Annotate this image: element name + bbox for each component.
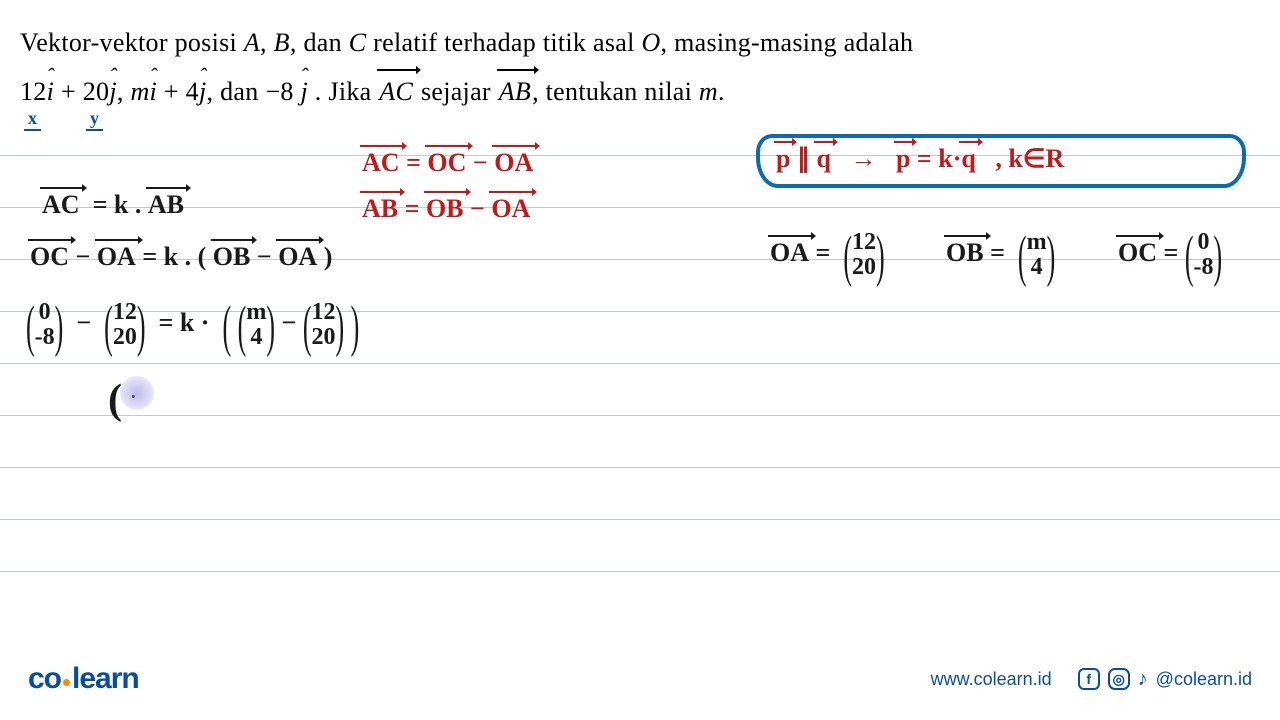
ruled-area (0, 132, 1280, 630)
eq-ac-kab: AC = k . AB (42, 190, 184, 220)
var-C: C (349, 28, 367, 57)
vec-AB: AB (498, 67, 532, 116)
facebook-icon: f (1078, 668, 1100, 690)
eq-oc-oa: OC − OA = k . ( OB − OA ) (30, 242, 332, 272)
text: Vektor-vektor posisi (20, 28, 244, 57)
red-ac-def: AC = OC − OA (362, 148, 533, 178)
eq-column-vectors: (0-8) − (1220) = k · ( (m4) − (1220) ) (26, 300, 359, 350)
var-A: A (244, 28, 260, 57)
def-OA: OA = (1220) (770, 230, 885, 280)
expr-mi: mi + 4j (130, 77, 206, 106)
instagram-icon: ◎ (1108, 668, 1130, 690)
footer: colearn www.colearn.id f ◎ ♪ @colearn.id (0, 650, 1280, 720)
cursor-highlight (120, 376, 154, 410)
red-ab-def: AB = OB − OA (362, 194, 530, 224)
tiktok-icon: ♪ (1138, 668, 1148, 691)
problem-statement: Vektor-vektor posisi A, B, dan C relatif… (20, 18, 1260, 117)
def-OB: OB = (m4) (946, 230, 1055, 280)
var-O: O (641, 28, 660, 57)
handle: @colearn.id (1156, 669, 1252, 690)
y-underline: y (86, 108, 103, 129)
drawing-paren: ( (108, 376, 122, 424)
var-B: B (274, 28, 290, 57)
expr-12i: 12i + 20j (20, 77, 117, 106)
vec-AC: AC (378, 67, 414, 116)
rule-p-parallel-q: p ∥ q → p = k·q , k∈R (776, 144, 1064, 174)
def-OC: OC = (0-8) (1118, 230, 1222, 280)
social-block: f ◎ ♪ @colearn.id (1078, 668, 1252, 691)
site-url: www.colearn.id (931, 669, 1052, 690)
x-underline: x (24, 108, 41, 129)
logo: colearn (28, 662, 139, 696)
